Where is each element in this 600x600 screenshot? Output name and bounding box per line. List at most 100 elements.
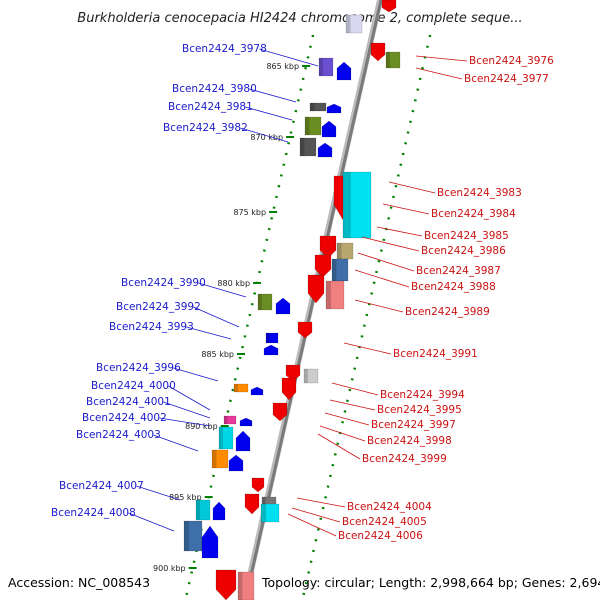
- right-feature-block-shade: [337, 243, 342, 259]
- label-leader: [296, 497, 346, 508]
- map-layer: 865 kbp 870 kbp 875 kbp 880 kbp 885 kbp 890 k…: [51, 0, 554, 600]
- label-leader: [198, 282, 247, 298]
- right-feature-arrow: [244, 493, 260, 515]
- right-feature-arrow: [215, 569, 237, 600]
- gene-label-right: Bcen2424_3984: [431, 208, 516, 220]
- left-feature-block: [211, 449, 229, 469]
- left-feature-arrow: [235, 430, 251, 452]
- label-leader: [136, 485, 181, 501]
- left-feature-block: [218, 426, 234, 450]
- gene-label-left: Bcen2424_3996: [96, 362, 181, 374]
- gene-label-right: Bcen2424_3985: [424, 230, 509, 242]
- gene-label-right: Bcen2424_4004: [347, 501, 432, 513]
- left-feature-block: [299, 137, 317, 157]
- right-feature-arrow: [297, 321, 313, 339]
- label-leader: [324, 412, 370, 426]
- left-feature-block-shade: [305, 117, 310, 135]
- label-leader: [388, 181, 436, 194]
- tick-label: 895 kbp: [169, 493, 202, 502]
- gene-label-right: Bcen2424_4005: [342, 516, 427, 528]
- label-leader: [319, 425, 366, 442]
- label-leader: [343, 342, 392, 355]
- gene-label-left: Bcen2424_3993: [109, 321, 194, 333]
- left-feature-arrow: [321, 120, 337, 138]
- label-leader: [317, 433, 361, 460]
- label-leader: [153, 434, 199, 452]
- left-feature-block-shade: [196, 500, 200, 520]
- left-feature-arrow: [275, 297, 291, 315]
- right-feature-block-shade: [304, 369, 308, 383]
- right-feature-block: [342, 171, 372, 239]
- gene-label-right: Bcen2424_3989: [405, 306, 490, 318]
- label-leader: [186, 326, 232, 340]
- right-feature-block-shade: [332, 259, 337, 281]
- label-leader: [329, 399, 376, 411]
- right-feature-block-shade: [238, 572, 243, 600]
- tick-label: 890 kbp: [185, 422, 218, 431]
- left-feature-block-shade: [258, 294, 262, 310]
- right-feature-block-shade: [326, 281, 332, 309]
- right-feature-arrow: [370, 42, 386, 62]
- right-feature-arrow: [314, 254, 332, 278]
- right-feature-block-shade: [346, 15, 351, 33]
- label-leader: [249, 88, 297, 103]
- right-feature-block-shade: [386, 52, 390, 68]
- label-leader: [382, 203, 430, 215]
- tick-label: 875 kbp: [233, 208, 266, 217]
- label-leader: [357, 252, 415, 272]
- gene-label-left: Bcen2424_4007: [59, 480, 144, 492]
- gene-label-right: Bcen2424_3991: [393, 348, 478, 360]
- gene-label-right: Bcen2424_3994: [380, 389, 465, 401]
- left-feature-arrow: [317, 142, 333, 158]
- label-leader: [173, 367, 219, 382]
- left-feature-block: [223, 415, 237, 425]
- label-leader: [128, 512, 175, 532]
- right-feature-block: [260, 503, 280, 523]
- left-feature-arrow: [239, 417, 253, 427]
- gene-label-left: Bcen2424_4002: [82, 412, 167, 424]
- gene-label-right: Bcen2424_3995: [377, 404, 462, 416]
- topology-text: Topology: circular; Length: 2,998,664 bp…: [261, 575, 600, 590]
- left-feature-block: [265, 332, 279, 344]
- left-feature-block-shade: [319, 58, 323, 76]
- label-leader: [240, 127, 289, 143]
- left-feature-block: [195, 499, 211, 521]
- gene-label-left: Bcen2424_3992: [116, 301, 201, 313]
- tick-label: 865 kbp: [266, 62, 299, 71]
- left-feature-block: [257, 293, 273, 311]
- gene-label-left: Bcen2424_4000: [91, 380, 176, 392]
- left-feature-block: [309, 102, 327, 112]
- left-feature-block: [233, 383, 249, 393]
- gene-label-right: Bcen2424_3983: [437, 187, 522, 199]
- gene-label-left: Bcen2424_3990: [121, 277, 206, 289]
- tick-label: 880 kbp: [217, 279, 250, 288]
- gene-label-right: Bcen2424_3998: [367, 435, 452, 447]
- gene-label-left: Bcen2424_4008: [51, 507, 136, 519]
- left-feature-arrow: [228, 454, 244, 472]
- label-leader: [168, 385, 211, 411]
- left-feature-arrow: [250, 386, 264, 396]
- right-feature-block: [325, 280, 345, 310]
- gene-label-right: Bcen2424_3999: [362, 453, 447, 465]
- right-feature-block-shade: [262, 497, 266, 505]
- label-leader: [291, 507, 341, 523]
- left-feature-block-shade: [266, 333, 270, 343]
- gene-label-right: Bcen2424_3997: [371, 419, 456, 431]
- gene-label-left: Bcen2424_4001: [86, 396, 171, 408]
- gene-label-right: Bcen2424_3987: [416, 265, 501, 277]
- gene-label-left: Bcen2424_3980: [172, 83, 257, 95]
- map-title: Burkholderia cenocepacia HI2424 chromoso…: [77, 11, 522, 26]
- left-feature-arrow: [263, 344, 279, 356]
- right-feature-block-shade: [343, 172, 351, 238]
- left-feature-arrow: [201, 525, 219, 559]
- label-leader: [193, 306, 240, 328]
- right-feature-arrow: [281, 377, 297, 401]
- label-leader: [354, 269, 410, 288]
- right-feature-arrow: [251, 477, 265, 493]
- gene-label-right: Bcen2424_3977: [464, 73, 549, 85]
- left-feature-block-shade: [184, 521, 190, 551]
- label-leader: [159, 417, 211, 427]
- left-feature-arrow: [326, 103, 342, 114]
- gene-label-right: Bcen2424_3988: [411, 281, 496, 293]
- right-feature-block: [345, 14, 363, 34]
